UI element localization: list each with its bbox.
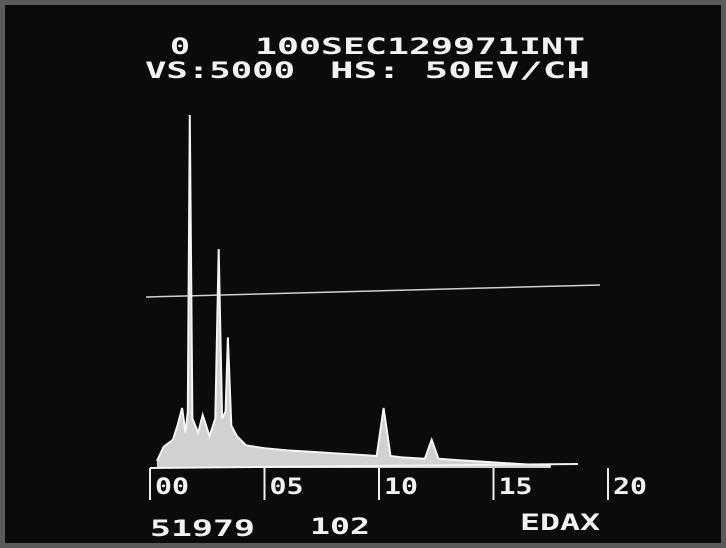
footer-text: EDAX bbox=[520, 511, 600, 536]
header-text: 100SEC129971INT bbox=[255, 35, 585, 60]
cursor-line bbox=[145, 284, 601, 298]
header-text: VS:5000 bbox=[145, 59, 295, 84]
header-text: 0 bbox=[170, 35, 190, 60]
x-tick-label: 15 bbox=[499, 475, 533, 500]
footer-text: 51979 bbox=[150, 517, 255, 542]
spectrum-line bbox=[155, 114, 551, 467]
footer-text: 102 bbox=[310, 515, 370, 540]
x-tick-label: 00 bbox=[155, 475, 189, 500]
x-tick-label: 05 bbox=[270, 475, 304, 500]
header-text: HS: 50EV/CH bbox=[330, 59, 590, 84]
spectrum-fill bbox=[156, 115, 551, 468]
x-tick-label: 20 bbox=[613, 475, 647, 500]
x-tick-label: 10 bbox=[384, 475, 418, 500]
